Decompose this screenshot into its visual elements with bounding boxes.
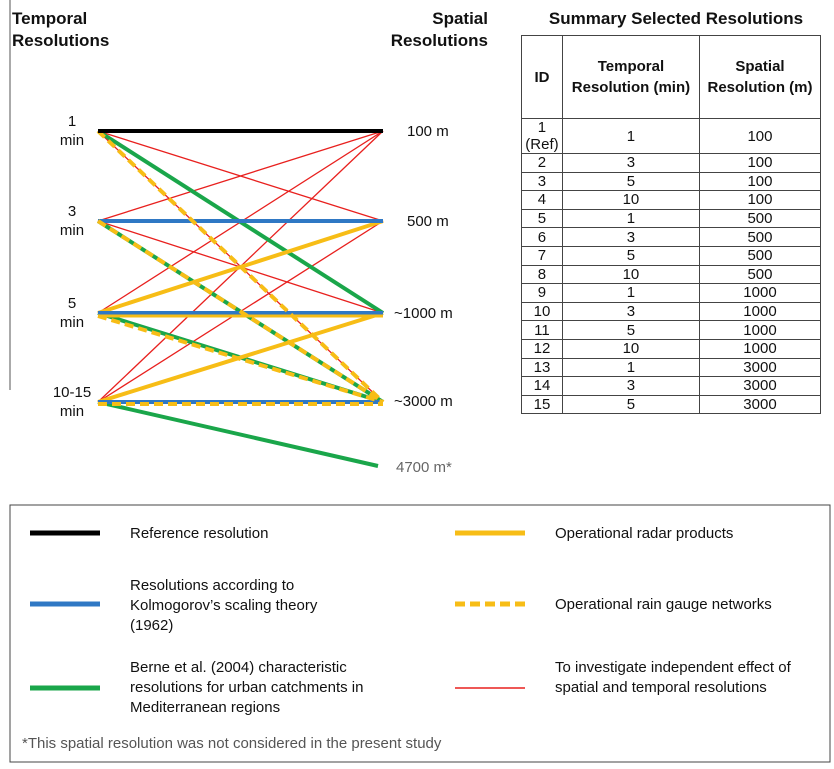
table-row: 12 10 1000 (521, 338, 822, 359)
table-cell: 13 (521, 357, 563, 378)
table-cell: 3000 (698, 376, 822, 396)
table-row: 6 3 500 (521, 227, 822, 247)
table-row: 11 5 1000 (521, 320, 822, 340)
table-cell: 3 (561, 227, 700, 247)
table-cell: 6 (521, 227, 563, 247)
legend-label: Reference resolution (130, 525, 269, 542)
table-cell: 8 (521, 264, 563, 285)
legend-label: Operational rain gauge networks (555, 596, 772, 613)
table-cell: 1 (Ref) (521, 118, 563, 154)
table-row: 9 1 1000 (521, 283, 822, 303)
temporal-node: 5 min (59, 295, 85, 331)
table-row: 15 5 3000 (521, 394, 822, 415)
spatial-node: 500 m (407, 213, 449, 230)
legend-label: To investigate independent effect of spa… (555, 659, 791, 696)
table-cell: 500 (698, 208, 822, 229)
table-row: 7 5 500 (521, 245, 822, 266)
table-row: 10 3 1000 (521, 301, 822, 322)
spatial-node: ~3000 m (394, 393, 453, 410)
summary-table: ID Temporal Resolution (min) Spatial Resol… (521, 35, 822, 415)
table-cell: 1000 (698, 338, 822, 359)
table-cell: 5 (561, 171, 700, 192)
table-row: 13 1 3000 (521, 357, 822, 378)
table-cell: 5 (561, 245, 700, 266)
dashed-lines (96, 129, 385, 406)
table-row: 14 3 3000 (521, 376, 822, 396)
legend-label: Berne et al. (2004) characteristic resol… (130, 659, 364, 716)
legend-box (9, 504, 831, 763)
table-cell: 7 (521, 245, 563, 266)
table-cell: 2 (521, 153, 563, 173)
spatial-node: 100 m (407, 123, 449, 140)
table-cell: 1000 (698, 283, 822, 303)
table-cell: 5 (521, 208, 563, 229)
spatial-node: ~1000 m (394, 305, 453, 322)
left-title: Temporal Resolutions (12, 9, 110, 50)
table-cell: 15 (521, 394, 563, 415)
table-cell: 1 (561, 208, 700, 229)
table-cell: 1 (561, 118, 700, 154)
table-cell: 1 (561, 357, 700, 378)
table-cell: 100 (698, 171, 822, 192)
table-cell: 3000 (698, 394, 822, 415)
table-cell: 1000 (698, 301, 822, 322)
table-cell: 14 (521, 376, 563, 396)
temporal-node: 10-15 min (52, 384, 92, 420)
table-row: 8 10 500 (521, 264, 822, 285)
table-cell: 100 (698, 118, 822, 154)
legend-label: Resolutions according to Kolmogorov’s sc… (130, 577, 318, 634)
footnote: *This spatial resolution was not conside… (22, 735, 442, 752)
right-title: Spatial Resolutions (390, 9, 488, 50)
table-cell: 9 (521, 283, 563, 303)
table-cell: 1000 (698, 320, 822, 340)
table-row: 5 1 500 (521, 208, 822, 229)
table-row: 3 5 100 (521, 171, 822, 192)
table-cell: 12 (521, 338, 563, 359)
table-cell: 10 (561, 190, 700, 210)
table-cell: 100 (698, 190, 822, 210)
table-cell: 500 (698, 245, 822, 266)
table-cell: 1 (561, 283, 700, 303)
table-cell: 500 (698, 264, 822, 285)
temporal-node: 1 min (59, 113, 85, 149)
temporal-node: 3 min (59, 203, 85, 239)
table-row: 4 10 100 (521, 190, 822, 210)
table-cell: 10 (561, 264, 700, 285)
table-cell: 10 (561, 338, 700, 359)
table-cell: 3000 (698, 357, 822, 378)
table-cell: 5 (561, 394, 700, 415)
table-cell: 3 (561, 376, 700, 396)
table-cell: 3 (521, 171, 563, 192)
table-cell: 4 (521, 190, 563, 210)
table-cell: 500 (698, 227, 822, 247)
table-cell: 10 (521, 301, 563, 322)
table-cell: 3 (561, 301, 700, 322)
spatial-node: 4700 m* (396, 459, 452, 476)
legend-label: Operational radar products (555, 525, 734, 542)
table-header: Spatial Resolution (m) (698, 35, 822, 119)
table-row: 2 3 100 (521, 153, 822, 173)
table-row: 1 (Ref) 1 100 (521, 118, 822, 154)
table-cell: 100 (698, 153, 822, 173)
table-title: Summary Selected Resolutions (548, 9, 804, 28)
table-cell: 11 (521, 320, 563, 340)
table-header: ID (521, 35, 563, 119)
table-cell: 5 (561, 320, 700, 340)
table-header: Temporal Resolution (min) (561, 35, 700, 119)
table-cell: 3 (561, 153, 700, 173)
